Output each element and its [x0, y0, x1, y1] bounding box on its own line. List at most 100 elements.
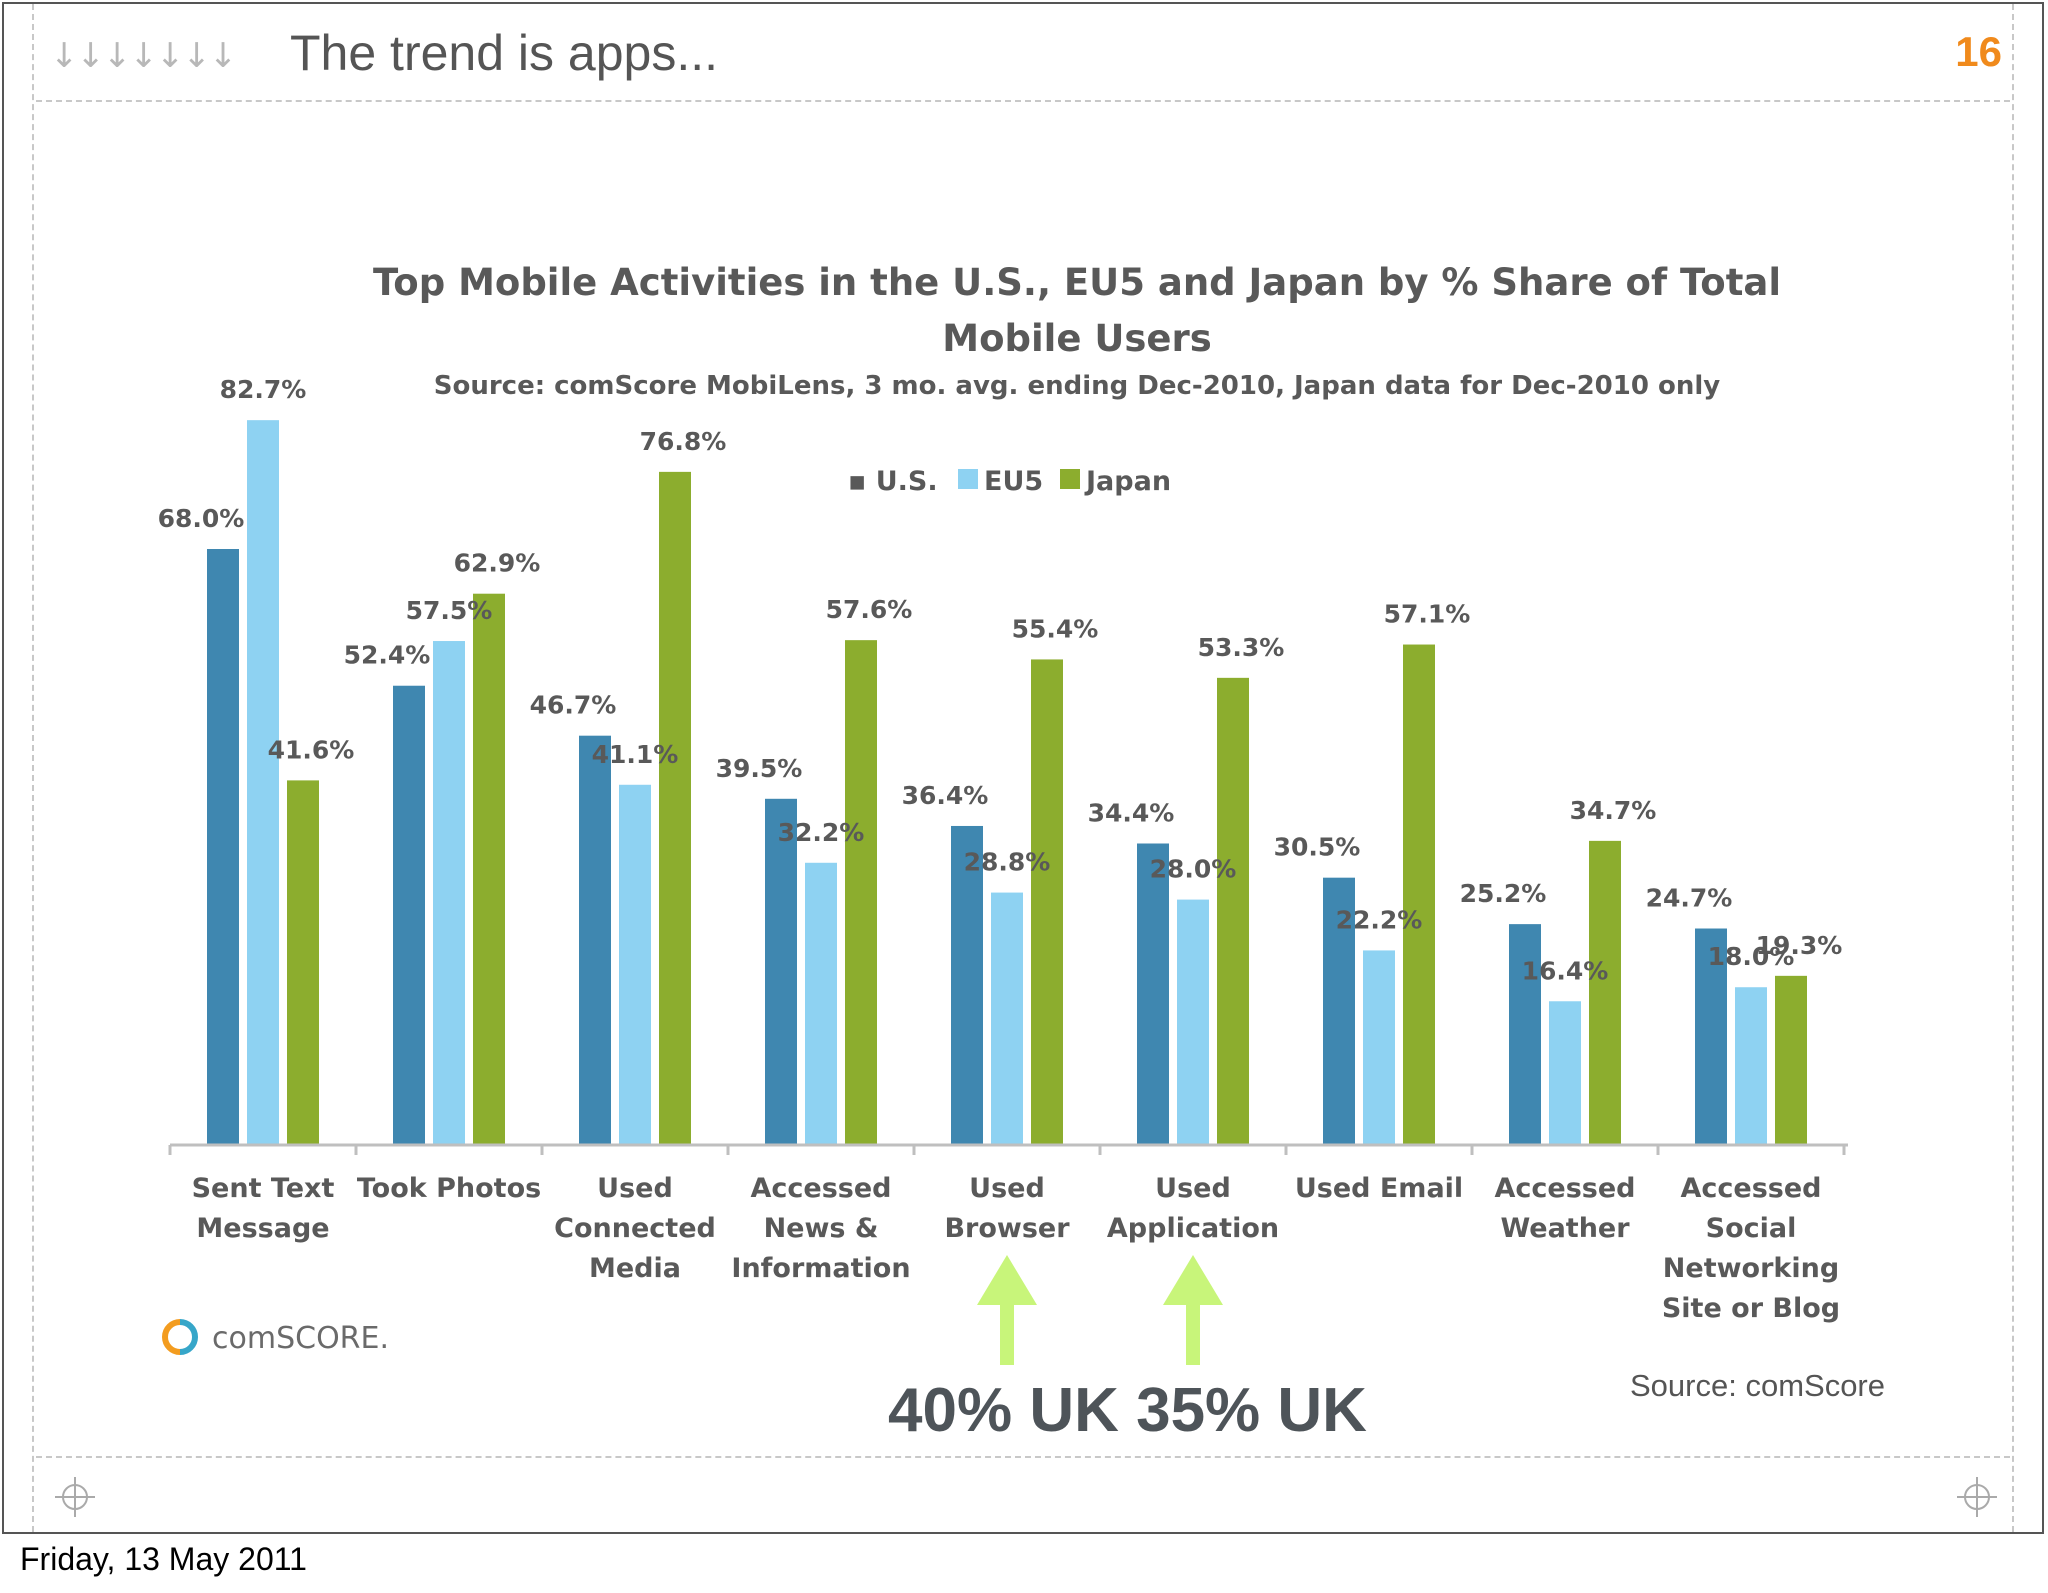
bar-us	[1137, 843, 1169, 1145]
value-label: 19.3%	[1756, 931, 1843, 960]
category-label: News &	[764, 1213, 879, 1244]
down-arrow-icon: ↓↓↓↓↓↓↓	[50, 36, 237, 76]
bar-eu5	[247, 420, 279, 1145]
category-label: Used	[1155, 1173, 1231, 1204]
value-label: 82.7%	[220, 375, 307, 404]
category-label: Used Email	[1295, 1173, 1463, 1204]
value-label: 68.0%	[158, 504, 245, 533]
value-label: 16.4%	[1522, 956, 1609, 985]
bar-japan	[287, 780, 319, 1145]
value-label: 28.0%	[1150, 855, 1237, 884]
legend-swatch	[958, 469, 978, 489]
legend-swatch	[1060, 469, 1080, 489]
category-label: Media	[589, 1253, 681, 1284]
chart-title-line: Mobile Users	[942, 317, 1212, 360]
bar-us	[1509, 924, 1541, 1145]
category-label: Networking	[1663, 1253, 1839, 1284]
value-label: 28.8%	[964, 848, 1051, 877]
value-label: 30.5%	[1274, 833, 1361, 862]
value-label: 57.5%	[406, 596, 493, 625]
chart-title: Top Mobile Activities in the U.S., EU5 a…	[373, 261, 1781, 360]
bar-japan	[1217, 677, 1249, 1145]
bar-eu5	[1549, 1001, 1581, 1145]
highlight-arrows	[977, 1255, 1223, 1365]
crosshair-icon	[1957, 1477, 1997, 1517]
bar-us	[207, 549, 239, 1145]
guide-line-right	[2012, 4, 2014, 1532]
category-label: Connected	[554, 1213, 716, 1244]
brand-text: comSCORE.	[212, 1321, 389, 1356]
category-label: Browser	[944, 1213, 1070, 1244]
bar-eu5	[805, 862, 837, 1145]
value-label: 41.6%	[268, 735, 355, 764]
bar-eu5	[1735, 987, 1767, 1145]
category-label: Used	[969, 1173, 1045, 1204]
category-label: Sent Text	[192, 1173, 335, 1204]
source-note: Source: comScore	[1630, 1368, 1885, 1403]
bar-japan	[473, 593, 505, 1145]
category-label: Site or Blog	[1662, 1293, 1840, 1324]
value-label: 25.2%	[1460, 879, 1547, 908]
value-label: 39.5%	[716, 754, 803, 783]
legend-label: Japan	[1084, 466, 1171, 497]
value-label: 62.9%	[454, 549, 541, 578]
bar-japan	[659, 471, 691, 1145]
value-label: 52.4%	[344, 641, 431, 670]
slide-frame	[2, 2, 2044, 1534]
category-label: Accessed	[1495, 1173, 1636, 1204]
guide-line-top	[36, 100, 2010, 102]
value-label: 22.2%	[1336, 905, 1423, 934]
uk-callout: 40% UK 35% UK	[888, 1376, 1367, 1445]
chart-x-axis	[168, 1143, 1848, 1155]
category-label: Information	[731, 1253, 910, 1284]
chart-value-labels: 68.0% 82.7% 41.6% 52.4% 57.5% 62.9% 46.7% 41.1%…	[158, 375, 1843, 985]
bar-us	[765, 798, 797, 1145]
value-label: 34.7%	[1570, 796, 1657, 825]
bar-eu5	[433, 641, 465, 1145]
chart-legend: ▪ U.S. EU5 Japan	[848, 466, 1171, 497]
date-footer: Friday, 13 May 2011	[20, 1541, 307, 1577]
value-label: 55.4%	[1012, 614, 1099, 643]
bar-eu5	[1363, 950, 1395, 1145]
legend-label: ▪ U.S.	[848, 466, 938, 497]
bar-eu5	[991, 892, 1023, 1145]
crosshair-icon	[55, 1477, 95, 1517]
bar-japan	[1031, 659, 1063, 1145]
legend-label: EU5	[984, 466, 1043, 497]
slide-number: 16	[1955, 28, 2002, 75]
bar-us	[1323, 877, 1355, 1145]
bar-us	[951, 825, 983, 1145]
category-label: Social	[1706, 1213, 1797, 1244]
category-label: Weather	[1500, 1213, 1630, 1244]
guide-line-bottom	[36, 1456, 2010, 1458]
up-arrow-icon	[1163, 1255, 1223, 1365]
slide-title: The trend is apps...	[290, 25, 719, 81]
bar-us	[1695, 928, 1727, 1145]
category-label: Accessed	[751, 1173, 892, 1204]
bar-us	[393, 685, 425, 1145]
value-label: 57.6%	[826, 595, 913, 624]
category-label: Message	[196, 1213, 329, 1244]
value-label: 53.3%	[1198, 633, 1285, 662]
value-label: 76.8%	[640, 427, 727, 456]
value-label: 32.2%	[778, 818, 865, 847]
bar-us	[579, 735, 611, 1145]
value-label: 41.1%	[592, 740, 679, 769]
chart-title-line: Top Mobile Activities in the U.S., EU5 a…	[373, 261, 1781, 304]
value-label: 24.7%	[1646, 884, 1733, 913]
category-label: Used	[597, 1173, 673, 1204]
bar-japan	[1403, 644, 1435, 1145]
guide-line-left	[32, 4, 34, 1532]
bar-eu5	[1177, 899, 1209, 1145]
category-label: Application	[1107, 1213, 1279, 1244]
category-label: Took Photos	[357, 1173, 541, 1204]
value-label: 18.0%	[1708, 942, 1795, 971]
value-label: 57.1%	[1384, 600, 1471, 629]
chart-category-labels: Sent Text Message Took Photos Used Connected…	[192, 1173, 1841, 1324]
value-label: 46.7%	[530, 691, 617, 720]
up-arrow-icon	[977, 1255, 1037, 1365]
bar-eu5	[619, 784, 651, 1145]
value-label: 36.4%	[902, 781, 989, 810]
bar-japan	[1775, 975, 1807, 1145]
